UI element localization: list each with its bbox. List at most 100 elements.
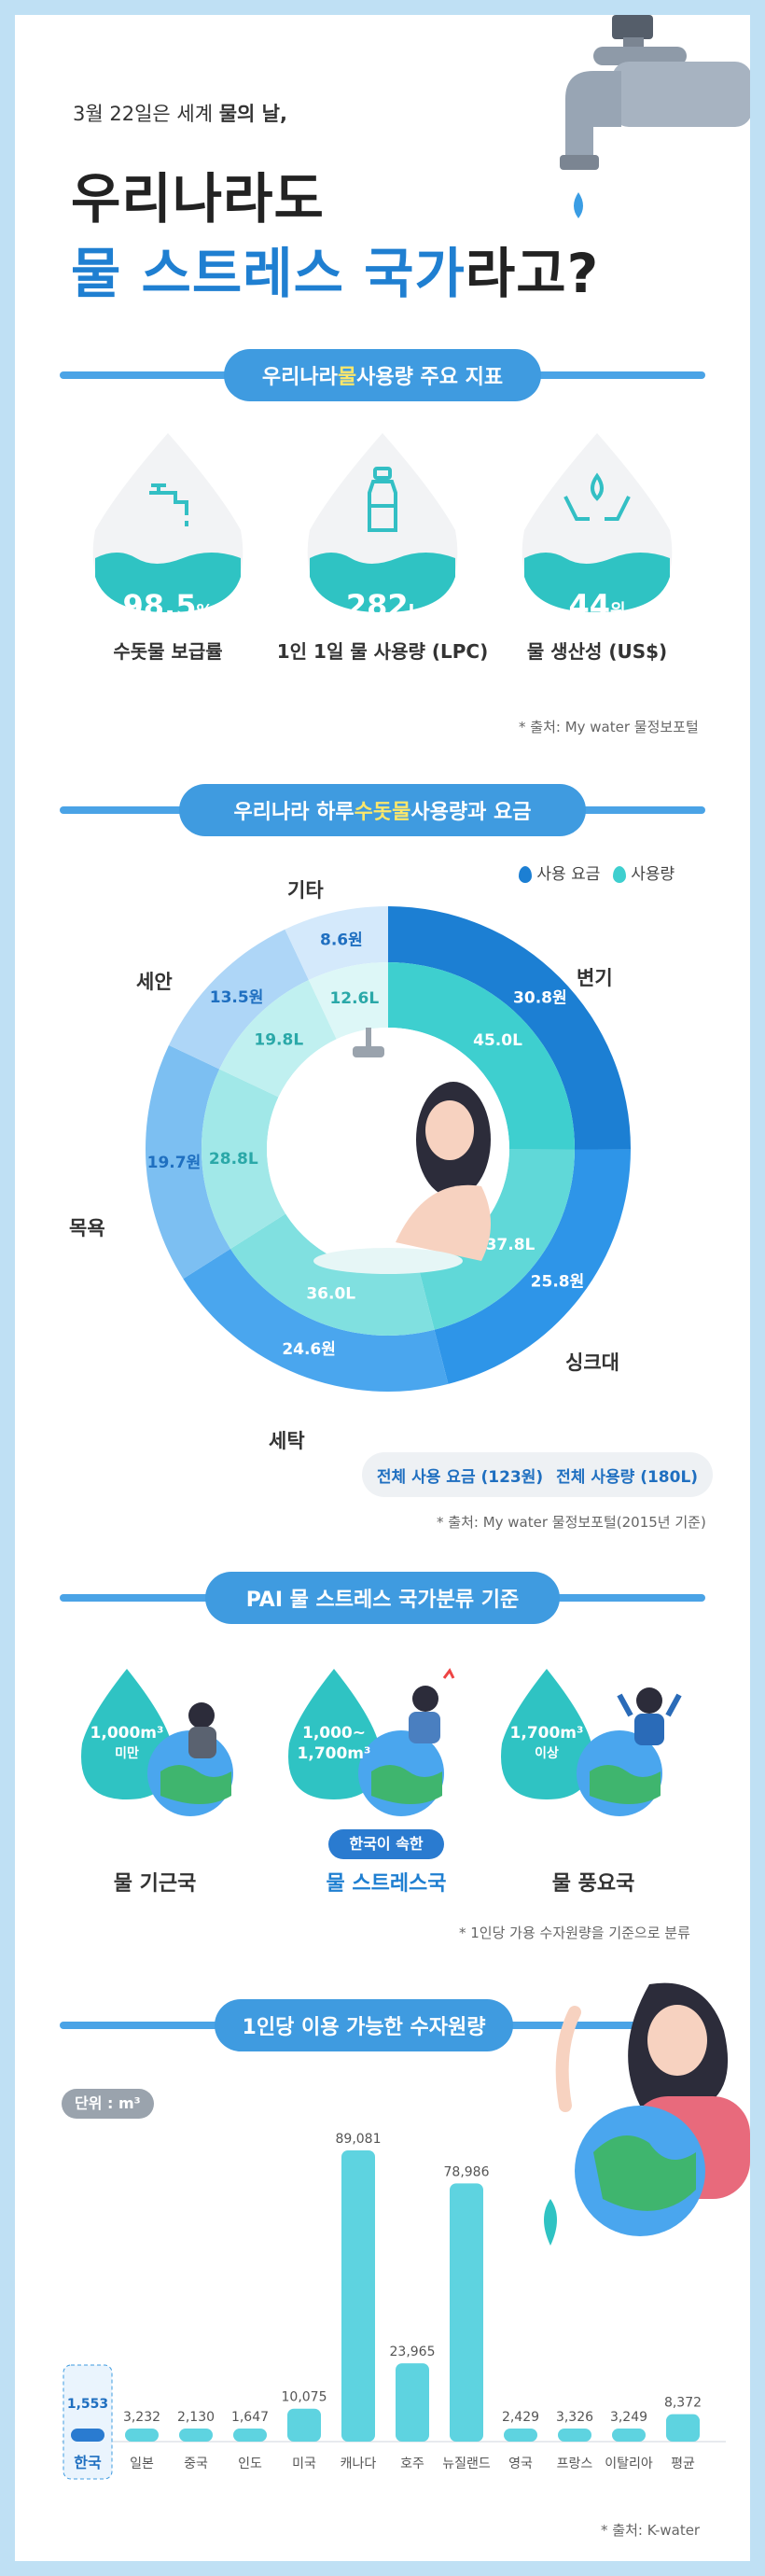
donut-inner-slice	[418, 1149, 575, 1330]
donut-outer-slice	[434, 1149, 631, 1384]
bottle-unit: L	[408, 601, 420, 621]
bar-category-label: 중국	[184, 2457, 208, 2471]
donut-usage-label: 45.0L	[473, 1031, 522, 1050]
donut-cost-label: 24.6원	[282, 1340, 336, 1359]
bar-value-label: 1,553	[67, 2397, 108, 2412]
legend-cost: 사용 요금	[536, 865, 601, 884]
section4-source: * 출처: K-water	[601, 2522, 701, 2539]
bar-일본	[125, 2429, 159, 2442]
stress-range-1: 1,000~	[301, 1724, 367, 1743]
class-famine-caption: 물 기근국	[113, 1872, 197, 1896]
label-face: 세안	[136, 971, 173, 993]
bar-value-label: 78,986	[444, 2164, 490, 2179]
section2-title: 우리나라 하루 수돗물 사용량과 요금	[179, 784, 586, 836]
bar-value-label: 3,249	[610, 2410, 647, 2425]
bar-평균	[666, 2414, 700, 2442]
famine-range-1: 1,000m³	[90, 1724, 164, 1743]
bar-value-label: 3,232	[123, 2410, 160, 2425]
donut-cost-label: 13.5원	[210, 988, 264, 1007]
bar-이탈리아	[612, 2429, 646, 2442]
label-toilet: 변기	[577, 967, 613, 989]
productivity-value: 44	[568, 588, 610, 623]
abundant-range-2: 이상	[535, 1746, 559, 1761]
bar-중국	[179, 2429, 213, 2442]
donut-outer-slice	[168, 929, 309, 1070]
bar-category-label: 프랑스	[557, 2457, 593, 2471]
infographic: 3월 22일은 세계 물의 날, 우리나라도 물 스트레스 국가라고? 우리나라…	[15, 15, 750, 2561]
bar-캐나다	[341, 2150, 375, 2442]
donut-inner-slice	[388, 962, 575, 1150]
title-line2: 물 스트레스 국가라고?	[71, 230, 599, 308]
donut-usage-label: 19.8L	[254, 1030, 303, 1049]
class-stress-illustration	[288, 1668, 455, 1816]
donut-inner-slice	[219, 979, 337, 1098]
bar-인도	[233, 2429, 267, 2442]
section2-title-a: 우리나라 하루	[233, 801, 355, 824]
section1-title: 우리나라 물 사용량 주요 지표	[224, 349, 541, 401]
korea-highlight-box	[63, 2364, 113, 2480]
total-usage: 전체 사용량 (180L)	[556, 1467, 699, 1487]
label-sink: 싱크대	[565, 1351, 619, 1374]
indicator-card-tap	[80, 427, 256, 614]
section4-title: 1인당 이용 가능한 수자원량	[215, 1999, 513, 2051]
title-tail: 라고?	[465, 242, 600, 305]
section1-title-a: 우리나라	[261, 366, 338, 389]
donut-cost-label: 19.7원	[147, 1154, 202, 1172]
bar-value-label: 3,326	[556, 2410, 593, 2425]
bar-category-label: 호주	[400, 2457, 424, 2471]
indicator-caption-tap: 수돗물 보급률	[113, 640, 223, 663]
tap-unit: %	[196, 601, 214, 621]
section1-title-hl: 물	[337, 366, 357, 389]
indicator-caption-productivity: 물 생산성 (US$)	[526, 640, 668, 663]
section2-title-b: 사용량과 요금	[410, 801, 532, 824]
abundant-range-1: 1,700m³	[509, 1724, 584, 1743]
class-abundant-caption: 물 풍요국	[551, 1872, 635, 1896]
total-cost: 전체 사용 요금 (123원)	[376, 1467, 544, 1487]
woman-face	[425, 1100, 474, 1160]
famine-range-2: 미만	[115, 1746, 139, 1761]
label-laundry: 세탁	[269, 1430, 305, 1452]
bar-한국	[71, 2429, 104, 2442]
section1-source: * 출처: My water 물정보포털	[519, 719, 699, 735]
bar-value-label: 1,647	[231, 2410, 269, 2425]
hands-water-icon	[563, 472, 631, 521]
intro-strong: 물의 날,	[218, 103, 287, 125]
donut-outer-slice	[183, 1248, 449, 1392]
donut-usage-label: 12.6L	[329, 989, 379, 1008]
bar-프랑스	[558, 2429, 591, 2442]
faucet-illustration	[560, 15, 750, 218]
donut-outer-slice	[388, 906, 631, 1150]
label-bath: 목욕	[69, 1217, 105, 1239]
usage-donut: 30.8원 45.0L 25.8원 37.8L 24.6원 36.0L 19.7원 28.8L…	[146, 906, 631, 1392]
donut-usage-label: 36.0L	[306, 1284, 355, 1303]
bar-value-label: 89,081	[336, 2132, 382, 2147]
indicator-caption-bottle: 1인 1일 물 사용량 (LPC)	[276, 640, 489, 663]
bar-category-label: 미국	[292, 2457, 316, 2471]
donut-usage-label: 28.8L	[209, 1150, 258, 1169]
bar-category-label: 평균	[671, 2457, 695, 2471]
donut-inner-slice	[202, 1069, 286, 1249]
class-abundant-range: 1,700m³ 이상	[502, 1723, 591, 1764]
bar-category-label: 이탈리아	[605, 2457, 653, 2471]
indicator-card-productivity	[509, 427, 685, 614]
indicator-card-bottle	[295, 427, 470, 614]
label-etc: 기타	[287, 879, 324, 902]
section3-title: PAI 물 스트레스 국가분류 기준	[205, 1572, 560, 1624]
title-highlight: 물 스트레스 국가	[71, 242, 466, 305]
indicator-value-bottle: 282L	[295, 588, 470, 623]
indicator-value-productivity: 44위	[509, 588, 685, 623]
bottle-value: 282	[345, 588, 409, 623]
donut-outer-slice	[285, 906, 388, 980]
legend-usage: 사용량	[631, 865, 675, 884]
water-resources-bar-chart: 1,553 한국 3,232 일본 2,130 중국 1,647 인도 10,075 미국 89,0…	[62, 2132, 726, 2480]
bar-category-label: 캐나다	[341, 2457, 377, 2471]
bar-호주	[396, 2363, 429, 2442]
korea-badge: 한국이 속한	[328, 1829, 444, 1859]
donut-outer-slice	[146, 1044, 231, 1280]
shower-head-icon	[353, 1046, 384, 1057]
section2-title-hl: 수돗물	[354, 801, 411, 824]
legend-usage-swatch	[612, 866, 626, 883]
bar-영국	[504, 2429, 537, 2442]
bar-category-label: 인도	[238, 2457, 262, 2471]
woman-body	[396, 1184, 491, 1261]
